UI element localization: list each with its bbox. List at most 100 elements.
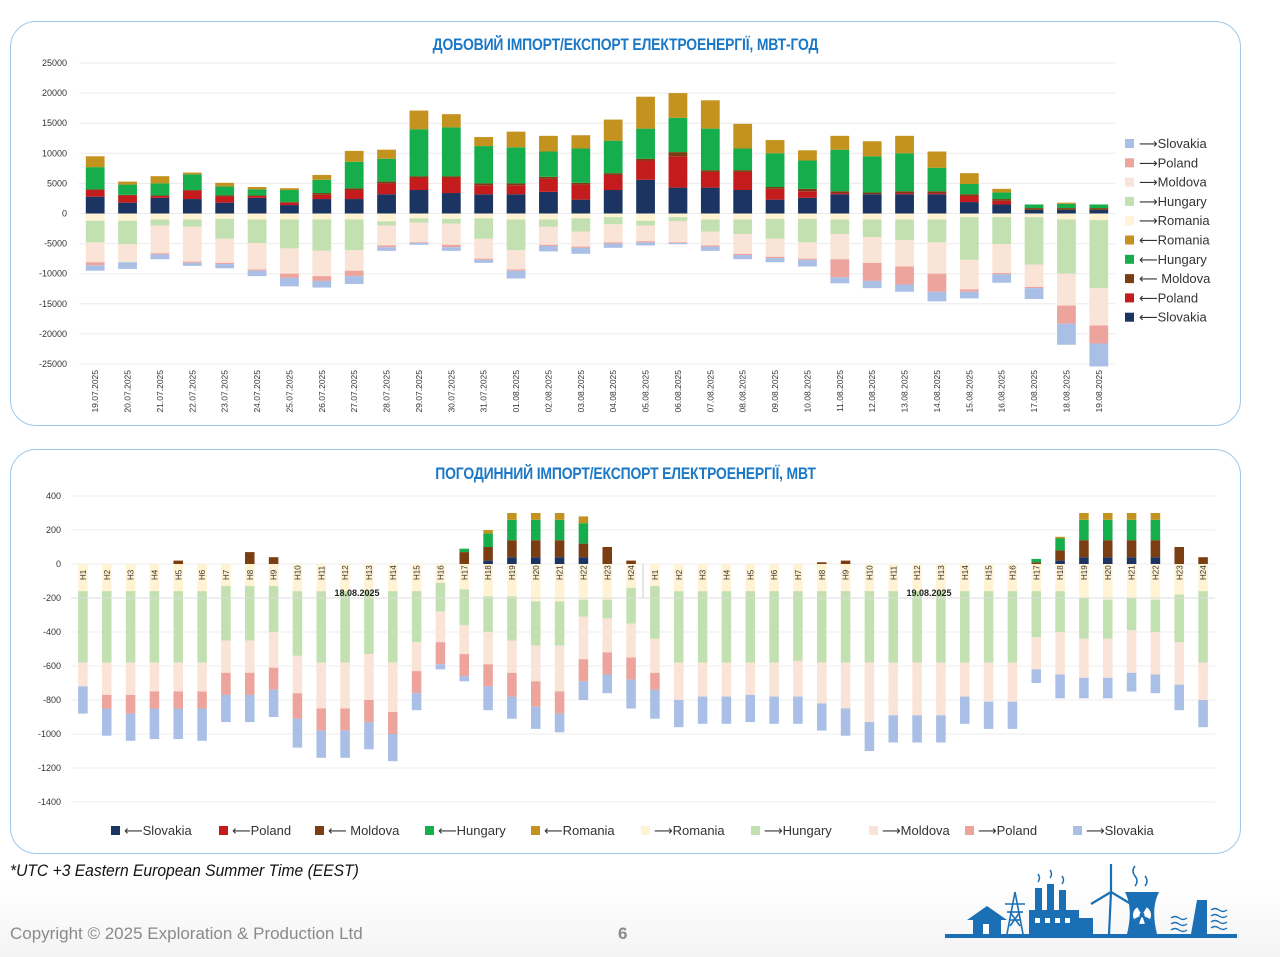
bar-segment-from_romania	[409, 110, 429, 130]
bar-segment-to_slovakia	[221, 694, 231, 723]
bar-segment-from_moldova	[733, 170, 753, 172]
bar-segment-from_romania	[312, 174, 332, 180]
x-tick-label: H20	[532, 565, 541, 580]
legend-swatch-to_hungary	[1125, 196, 1134, 206]
bar-segment-from_romania	[571, 135, 591, 149]
bar-segment-to_hungary	[244, 586, 255, 641]
y-tick-label: -200	[43, 593, 61, 603]
bar-segment-to_slovakia	[268, 689, 279, 717]
bar-segment-from_hungary	[862, 156, 882, 193]
bar-segment-to_poland	[507, 672, 517, 697]
bar-segment-to_romania	[554, 564, 565, 602]
bar-segment-to_hungary	[182, 219, 202, 227]
bar-segment-from_moldova	[636, 158, 655, 161]
bar-segment-from_slovakia	[409, 190, 429, 214]
bar-segment-to_hungary	[927, 219, 947, 243]
bar-segment-to_romania	[936, 564, 946, 592]
bar-segment-to_romania	[959, 213, 979, 218]
bar-segment-from_slovakia	[118, 202, 137, 214]
bar-segment-to_poland	[626, 657, 636, 680]
bar-segment-to_poland	[798, 258, 817, 260]
bar-segment-to_slovakia	[888, 715, 899, 743]
bar-segment-to_hungary	[377, 221, 396, 226]
bar-segment-to_hungary	[459, 589, 470, 626]
bar-segment-to_moldova	[602, 618, 613, 653]
bar-segment-from_slovakia	[280, 205, 299, 214]
bar-segment-to_moldova	[118, 244, 137, 263]
bar-segment-to_romania	[1007, 564, 1018, 592]
bar-segment-to_romania	[1024, 213, 1044, 218]
bar-segment-from_hungary	[182, 174, 202, 191]
bar-segment-from_moldova	[244, 552, 255, 564]
bar-segment-to_romania	[1079, 564, 1089, 598]
legend-label: ⟵ Moldova	[1139, 271, 1211, 286]
bar-segment-to_hungary	[992, 217, 1012, 245]
bar-segment-to_moldova	[578, 616, 589, 660]
bar-segment-to_slovakia	[435, 664, 446, 670]
bar-segment-from_moldova	[507, 540, 517, 558]
bar-segment-to_moldova	[459, 625, 470, 655]
bar-segment-to_hungary	[798, 218, 817, 243]
bar-segment-from_hungary	[992, 192, 1012, 200]
legend-label: ⟵Poland	[232, 823, 291, 838]
bar-segment-to_hungary	[409, 218, 429, 223]
y-tick-label: -400	[43, 627, 61, 637]
bar-segment-to_moldova	[1024, 264, 1044, 287]
bar-segment-to_hungary	[959, 217, 979, 260]
y-tick-label: 10000	[42, 148, 67, 158]
x-tick-label: 08.08.2025	[738, 370, 748, 413]
x-tick-label: H8	[818, 569, 827, 580]
y-tick-label: 5000	[47, 178, 67, 188]
bar-segment-from_slovakia	[959, 202, 979, 214]
bar-segment-to_moldova	[441, 223, 461, 245]
bar-segment-to_slovakia	[862, 280, 882, 289]
bar-segment-to_moldova	[312, 250, 332, 277]
x-tick-label: 06.08.2025	[673, 370, 683, 413]
date-label: 18.08.2025	[334, 588, 379, 598]
bar-segment-from_moldova	[1150, 540, 1161, 558]
bar-segment-to_poland	[149, 691, 160, 709]
bar-segment-from_poland	[668, 156, 688, 188]
bar-segment-from_romania	[1079, 513, 1089, 520]
bar-segment-from_moldova	[1057, 208, 1076, 210]
bar-segment-from_slovakia	[636, 179, 655, 214]
bar-segment-to_slovakia	[959, 696, 970, 724]
bar-segment-to_romania	[78, 564, 88, 592]
bar-segment-to_moldova	[959, 259, 979, 290]
x-tick-label: H16	[436, 565, 445, 580]
bar-segment-to_moldova	[571, 231, 591, 247]
x-tick-label: H21	[1128, 565, 1137, 580]
bar-segment-to_hungary	[1079, 598, 1089, 639]
bar-segment-to_slovakia	[1089, 343, 1109, 367]
bar-segment-to_romania	[1126, 564, 1137, 598]
bar-segment-to_slovakia	[721, 696, 732, 724]
bar-segment-to_slovakia	[280, 277, 299, 287]
bar-segment-to_poland	[101, 694, 112, 709]
daily-chart-panel: ДОБОВИЙ ІМПОРТ/ЕКСПОРТ ЕЛЕКТРОЕНЕРГІЇ, М…	[10, 21, 1241, 426]
x-tick-label: H13	[365, 565, 374, 580]
bar-segment-to_poland	[668, 242, 688, 243]
bar-segment-to_slovakia	[377, 247, 396, 251]
y-tick-label: 400	[46, 491, 61, 501]
bar-segment-from_poland	[798, 191, 817, 198]
bar-segment-to_hungary	[215, 218, 235, 239]
bar-segment-to_slovakia	[697, 696, 708, 724]
bar-segment-from_slovakia	[1102, 557, 1113, 564]
bar-segment-to_slovakia	[149, 708, 160, 740]
bar-segment-to_slovakia	[830, 277, 850, 284]
bar-segment-from_moldova	[150, 195, 170, 197]
bar-segment-to_slovakia	[364, 722, 374, 750]
bar-segment-from_moldova	[1055, 550, 1065, 561]
bar-segment-to_hungary	[1126, 598, 1137, 631]
bar-segment-to_moldova	[539, 226, 558, 245]
bar-segment-to_moldova	[1150, 632, 1161, 675]
x-tick-label: H15	[985, 565, 994, 580]
bar-segment-to_slovakia	[292, 718, 303, 748]
bar-segment-to_slovakia	[765, 258, 785, 263]
bar-segment-to_romania	[312, 213, 332, 220]
bar-segment-to_slovakia	[578, 681, 589, 700]
bar-segment-to_moldova	[864, 662, 875, 723]
x-tick-label: 18.08.2025	[1061, 370, 1071, 413]
bar-segment-to_moldova	[85, 242, 105, 263]
bar-segment-to_poland	[483, 664, 493, 687]
